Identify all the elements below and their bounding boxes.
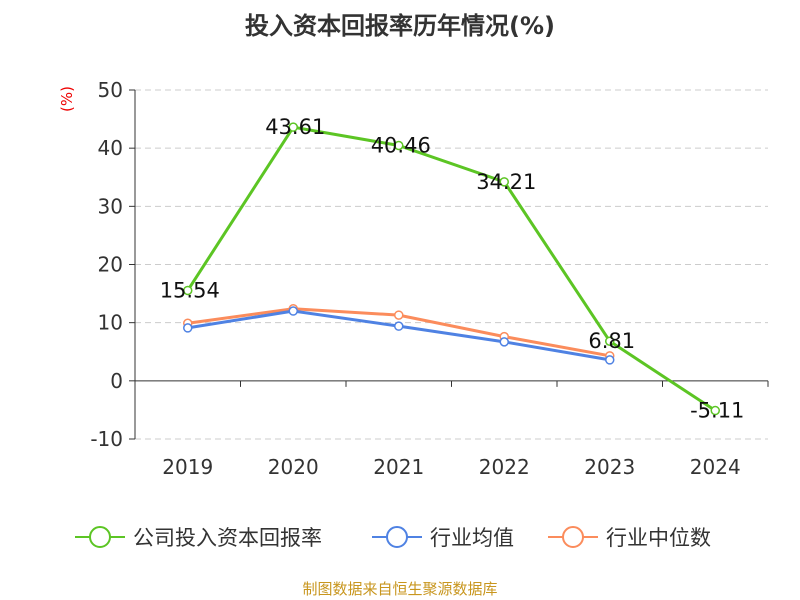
x-tick-label: 2024: [690, 455, 741, 479]
y-tick-label: -10: [90, 427, 123, 451]
legend-label: 行业中位数: [606, 526, 711, 550]
data-point: [499, 177, 509, 187]
data-label: 15.54: [160, 278, 220, 302]
data-point: [394, 310, 404, 320]
data-point: [605, 336, 615, 346]
data-point: [605, 355, 615, 365]
data-label: 34.21: [476, 170, 536, 194]
y-tick-label: 40: [98, 136, 123, 160]
data-label: 40.46: [371, 133, 431, 157]
legend-marker: [386, 526, 408, 548]
y-tick-label: 50: [98, 78, 123, 102]
y-tick-label: 20: [98, 253, 123, 277]
data-point: [710, 405, 720, 416]
data-point: [288, 122, 298, 132]
data-label: -5.11: [690, 399, 744, 423]
x-tick-label: 2021: [373, 455, 424, 479]
data-point: [499, 337, 509, 347]
data-point: [183, 285, 193, 296]
source-note: 制图数据来自恒生聚源数据库: [302, 580, 498, 598]
x-tick-label: 2019: [162, 455, 213, 479]
data-label: 6.81: [588, 329, 635, 353]
y-tick-label: 0: [110, 369, 123, 393]
legend-marker: [562, 526, 584, 548]
legend-label: 行业均值: [430, 526, 514, 550]
data-point: [183, 323, 193, 333]
legend-label: 公司投入资本回报率: [133, 526, 322, 550]
x-tick-label: 2020: [268, 455, 319, 479]
x-tick-label: 2022: [479, 455, 530, 479]
data-point: [394, 321, 404, 331]
legend-marker: [89, 526, 111, 548]
data-point: [394, 140, 404, 151]
y-tick-label: 10: [98, 311, 123, 335]
x-tick-label: 2023: [584, 455, 635, 479]
y-tick-label: 30: [98, 194, 123, 218]
data-label: 43.61: [265, 115, 325, 139]
series-line: [186, 125, 717, 412]
data-point: [288, 306, 298, 316]
chart-title: 投入资本回报率历年情况(%): [245, 12, 555, 40]
